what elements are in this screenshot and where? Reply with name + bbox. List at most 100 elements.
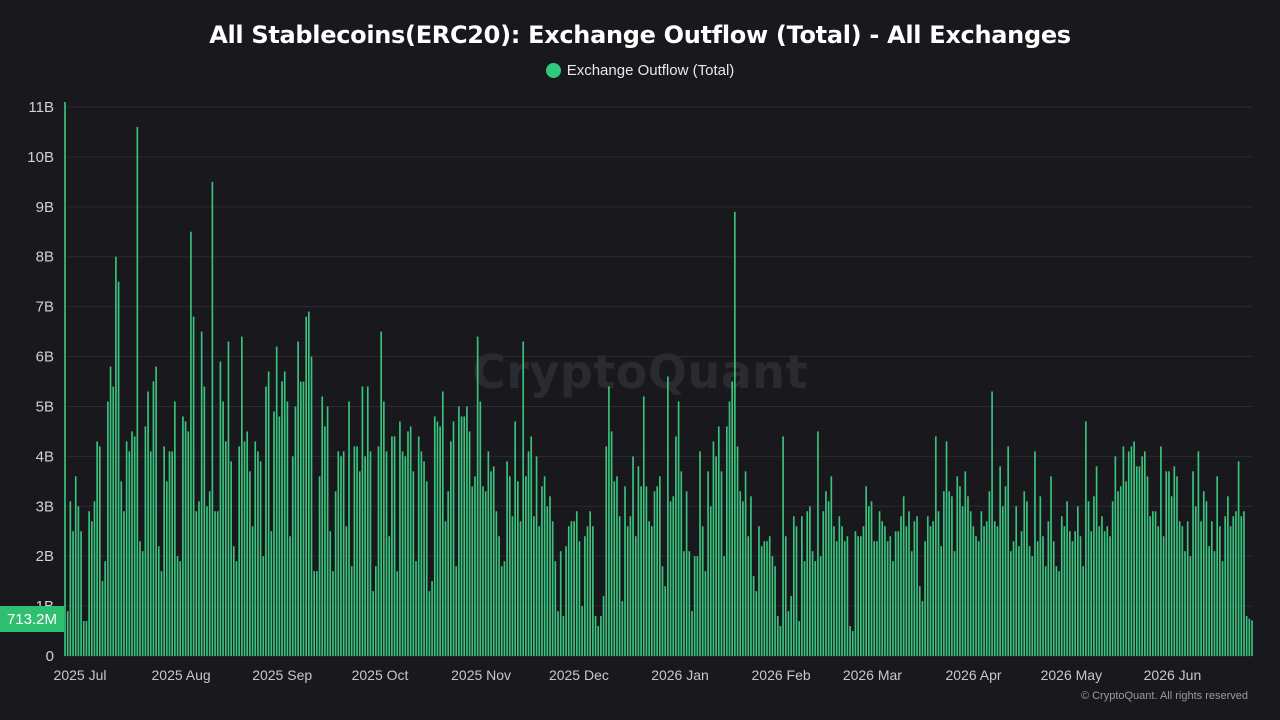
bar[interactable]	[929, 526, 932, 656]
bar[interactable]	[645, 486, 648, 656]
bar[interactable]	[283, 371, 286, 656]
bar[interactable]	[1194, 506, 1197, 656]
bar[interactable]	[345, 526, 348, 656]
bar[interactable]	[541, 486, 543, 656]
bar[interactable]	[549, 496, 551, 656]
bar[interactable]	[1154, 511, 1157, 656]
bar[interactable]	[656, 486, 658, 656]
bar[interactable]	[731, 381, 734, 657]
bar[interactable]	[659, 476, 661, 656]
bar[interactable]	[326, 406, 329, 656]
bar[interactable]	[1052, 541, 1055, 656]
bar[interactable]	[1020, 531, 1023, 656]
bar[interactable]	[88, 511, 90, 656]
bar[interactable]	[1146, 476, 1149, 656]
bar[interactable]	[538, 526, 541, 656]
bar[interactable]	[902, 496, 905, 656]
bar[interactable]	[337, 451, 340, 656]
bar[interactable]	[854, 531, 857, 656]
bar[interactable]	[353, 446, 356, 656]
bar[interactable]	[533, 516, 535, 656]
bar[interactable]	[168, 451, 171, 656]
bar[interactable]	[959, 486, 961, 656]
bar[interactable]	[1127, 451, 1130, 656]
bar[interactable]	[270, 531, 273, 656]
bar[interactable]	[967, 496, 969, 656]
bar[interactable]	[479, 401, 482, 656]
bar[interactable]	[870, 501, 873, 656]
bar[interactable]	[573, 521, 575, 656]
bar[interactable]	[1122, 446, 1125, 656]
bar[interactable]	[809, 506, 811, 656]
bar[interactable]	[1245, 616, 1248, 656]
bar[interactable]	[219, 361, 222, 656]
bar[interactable]	[80, 531, 82, 656]
bar[interactable]	[125, 441, 128, 656]
bar[interactable]	[851, 631, 854, 656]
bar[interactable]	[583, 536, 586, 656]
bar[interactable]	[474, 476, 476, 656]
bar[interactable]	[1221, 561, 1224, 656]
bar[interactable]	[160, 571, 163, 656]
bar[interactable]	[720, 471, 723, 656]
bar[interactable]	[744, 471, 747, 656]
bar[interactable]	[1066, 501, 1068, 656]
bar[interactable]	[517, 481, 519, 656]
bar[interactable]	[843, 541, 846, 656]
bar[interactable]	[589, 511, 591, 656]
bar[interactable]	[551, 521, 554, 656]
bar[interactable]	[1186, 521, 1189, 656]
bar[interactable]	[399, 421, 401, 656]
bar[interactable]	[455, 566, 458, 656]
bar[interactable]	[557, 611, 559, 656]
bar[interactable]	[246, 431, 249, 656]
bar[interactable]	[374, 566, 377, 656]
bar[interactable]	[956, 476, 959, 656]
bar[interactable]	[592, 526, 594, 656]
bar[interactable]	[1042, 536, 1044, 656]
bar[interactable]	[675, 436, 677, 656]
bar[interactable]	[383, 401, 385, 656]
bar[interactable]	[265, 386, 267, 656]
bar[interactable]	[1210, 521, 1213, 656]
bar[interactable]	[1090, 531, 1093, 656]
bar[interactable]	[176, 556, 179, 656]
bar[interactable]	[940, 546, 943, 656]
bar[interactable]	[937, 511, 940, 656]
bar[interactable]	[431, 581, 433, 656]
bar[interactable]	[157, 546, 160, 656]
bar[interactable]	[833, 526, 835, 656]
bar[interactable]	[495, 511, 498, 656]
bar[interactable]	[715, 456, 717, 656]
bar[interactable]	[428, 591, 431, 656]
bar[interactable]	[318, 476, 321, 656]
bar[interactable]	[1138, 466, 1141, 656]
bar[interactable]	[487, 451, 490, 656]
bar[interactable]	[144, 426, 147, 656]
bar[interactable]	[1095, 466, 1098, 656]
bar[interactable]	[500, 566, 503, 656]
bar[interactable]	[77, 506, 80, 656]
bar[interactable]	[1192, 471, 1194, 656]
bar[interactable]	[602, 596, 605, 656]
bar[interactable]	[460, 416, 463, 656]
bar[interactable]	[198, 501, 200, 656]
bar[interactable]	[412, 471, 415, 656]
bar[interactable]	[1143, 451, 1146, 656]
bar[interactable]	[862, 526, 865, 656]
bar[interactable]	[1133, 441, 1135, 656]
bar[interactable]	[1224, 516, 1227, 656]
bar[interactable]	[926, 516, 929, 656]
bar[interactable]	[1001, 506, 1004, 656]
bar[interactable]	[1007, 446, 1009, 656]
bar[interactable]	[1141, 456, 1143, 656]
bar[interactable]	[586, 526, 589, 656]
bar[interactable]	[803, 561, 806, 656]
bar[interactable]	[133, 436, 136, 656]
bar[interactable]	[999, 466, 1001, 656]
bar[interactable]	[1165, 471, 1168, 656]
bar[interactable]	[452, 421, 455, 656]
bar[interactable]	[709, 506, 712, 656]
bar[interactable]	[179, 561, 182, 656]
bar[interactable]	[943, 491, 945, 656]
